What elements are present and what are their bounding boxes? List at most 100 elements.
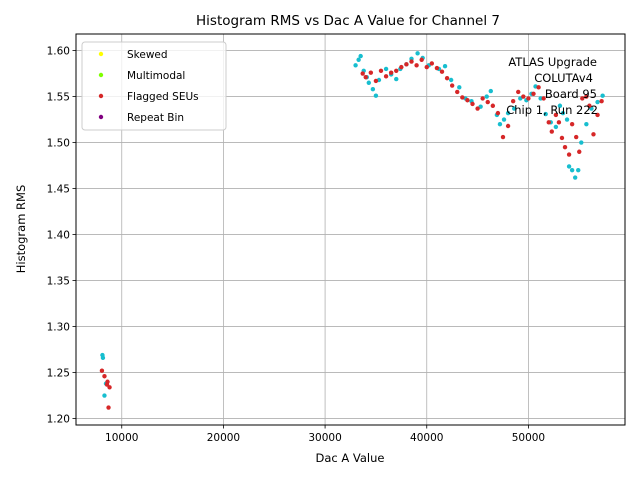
data-point-all-points	[457, 85, 462, 90]
data-point-flagged-seus	[584, 94, 589, 99]
legend-box	[81, 41, 227, 131]
data-point-flagged-seus	[419, 57, 424, 62]
legend-marker-skewed	[98, 51, 104, 57]
data-point-all-points	[576, 167, 581, 173]
legend-marker-flagged-seus	[98, 93, 104, 99]
data-point-flagged-seus	[107, 385, 112, 390]
chart-title: Histogram RMS vs Dac A Value for Channel…	[196, 13, 500, 29]
x-tick-label: 40000	[410, 432, 443, 444]
data-point-flagged-seus	[546, 120, 551, 125]
data-point-all-points	[501, 117, 507, 122]
data-point-all-points	[102, 393, 107, 398]
x-axis-label: Dac A Value	[316, 451, 385, 465]
annotation-line-3: Board 95	[545, 87, 597, 101]
data-point-flagged-seus	[455, 89, 460, 95]
legend: Skewed Multimodal Flagged SEUs Repeat Bi…	[81, 41, 227, 131]
legend-label-repeat-bin: Repeat Bin	[127, 112, 184, 124]
data-point-flagged-seus	[465, 98, 470, 103]
x-tick-label: 30000	[308, 432, 341, 444]
data-point-flagged-seus	[577, 149, 582, 154]
legend-marker-repeat-bin	[98, 114, 104, 120]
data-point-flagged-seus	[399, 64, 404, 70]
data-point-flagged-seus	[102, 374, 107, 379]
annotation-line-2: COLUTAv4	[534, 71, 593, 85]
data-point-flagged-seus	[429, 61, 435, 66]
x-tick-label: 10000	[105, 432, 138, 444]
data-point-all-points	[564, 117, 570, 122]
data-point-all-points	[442, 63, 448, 69]
y-tick-label: 1.25	[47, 368, 70, 380]
data-point-all-points	[579, 140, 584, 145]
data-point-flagged-seus	[424, 64, 429, 70]
x-tick-label: 20000	[207, 432, 240, 444]
y-axis-label: Histogram RMS	[14, 185, 28, 274]
data-point-flagged-seus	[444, 75, 450, 81]
data-point-flagged-seus	[549, 129, 554, 134]
y-tick-label: 1.45	[47, 184, 70, 196]
data-point-flagged-seus	[541, 96, 546, 101]
data-point-all-points	[560, 110, 566, 116]
data-point-all-points	[100, 355, 106, 361]
data-point-all-points	[358, 53, 363, 59]
data-point-flagged-seus	[383, 74, 389, 79]
data-point-all-points	[383, 66, 389, 72]
data-point-all-points	[484, 94, 489, 99]
data-point-flagged-seus	[470, 101, 475, 107]
data-point-all-points	[553, 124, 559, 130]
annotation-text-block: ATLAS Upgrade COLUTAv4 Board 95 Chip 1, …	[506, 55, 598, 117]
data-point-flagged-seus	[599, 98, 604, 104]
data-point-all-points	[600, 93, 605, 98]
data-point-all-points	[543, 111, 548, 117]
y-tick-label: 1.30	[47, 322, 70, 334]
data-point-flagged-seus	[505, 123, 511, 129]
y-tick-label: 1.60	[47, 46, 70, 58]
data-point-all-points	[511, 106, 517, 111]
data-point-all-points	[353, 63, 358, 68]
legend-label-flagged-seus: Flagged SEUs	[127, 91, 199, 103]
data-point-flagged-seus	[500, 134, 506, 140]
data-point-all-points	[538, 96, 543, 101]
data-point-flagged-seus	[574, 134, 579, 140]
data-point-flagged-seus	[414, 63, 419, 68]
data-point-flagged-seus	[480, 96, 485, 101]
x-tick-label: 50000	[512, 432, 545, 444]
data-point-flagged-seus	[516, 89, 521, 95]
data-point-flagged-seus	[373, 78, 379, 84]
data-point-flagged-seus	[510, 98, 516, 104]
plot-frame	[75, 33, 626, 426]
data-point-all-points	[370, 87, 376, 92]
y-tick-label: 1.40	[47, 230, 70, 242]
data-point-flagged-seus	[434, 65, 440, 71]
data-point-all-points	[557, 103, 563, 108]
data-point-flagged-seus	[591, 132, 596, 137]
data-point-flagged-seus	[404, 62, 409, 67]
data-point-flagged-seus	[521, 94, 526, 99]
data-point-all-points	[488, 88, 493, 94]
legend-label-skewed: Skewed	[127, 49, 168, 61]
data-point-flagged-seus	[526, 96, 531, 101]
data-point-flagged-seus	[495, 110, 501, 116]
y-tick-label: 1.50	[47, 138, 70, 150]
data-point-flagged-seus	[559, 135, 565, 141]
data-point-flagged-seus	[460, 95, 465, 100]
data-point-flagged-seus	[569, 121, 575, 127]
data-point-flagged-seus	[99, 368, 105, 373]
data-point-all-points	[595, 99, 600, 105]
data-point-all-points	[584, 121, 589, 127]
data-point-flagged-seus	[490, 103, 496, 108]
data-point-flagged-seus	[368, 70, 374, 75]
data-point-flagged-seus	[360, 71, 365, 76]
data-point-flagged-seus	[394, 68, 399, 74]
data-point-all-points	[366, 80, 371, 85]
data-points	[99, 51, 605, 410]
data-point-flagged-seus	[553, 112, 559, 118]
data-point-flagged-seus	[105, 379, 110, 384]
data-point-flagged-seus	[536, 85, 541, 90]
data-point-all-points	[356, 57, 361, 62]
data-point-all-points	[569, 167, 575, 173]
data-point-flagged-seus	[485, 99, 490, 105]
y-tick-label: 1.35	[47, 276, 70, 288]
grid	[76, 34, 625, 425]
legend-marker-multimodal	[98, 72, 104, 78]
